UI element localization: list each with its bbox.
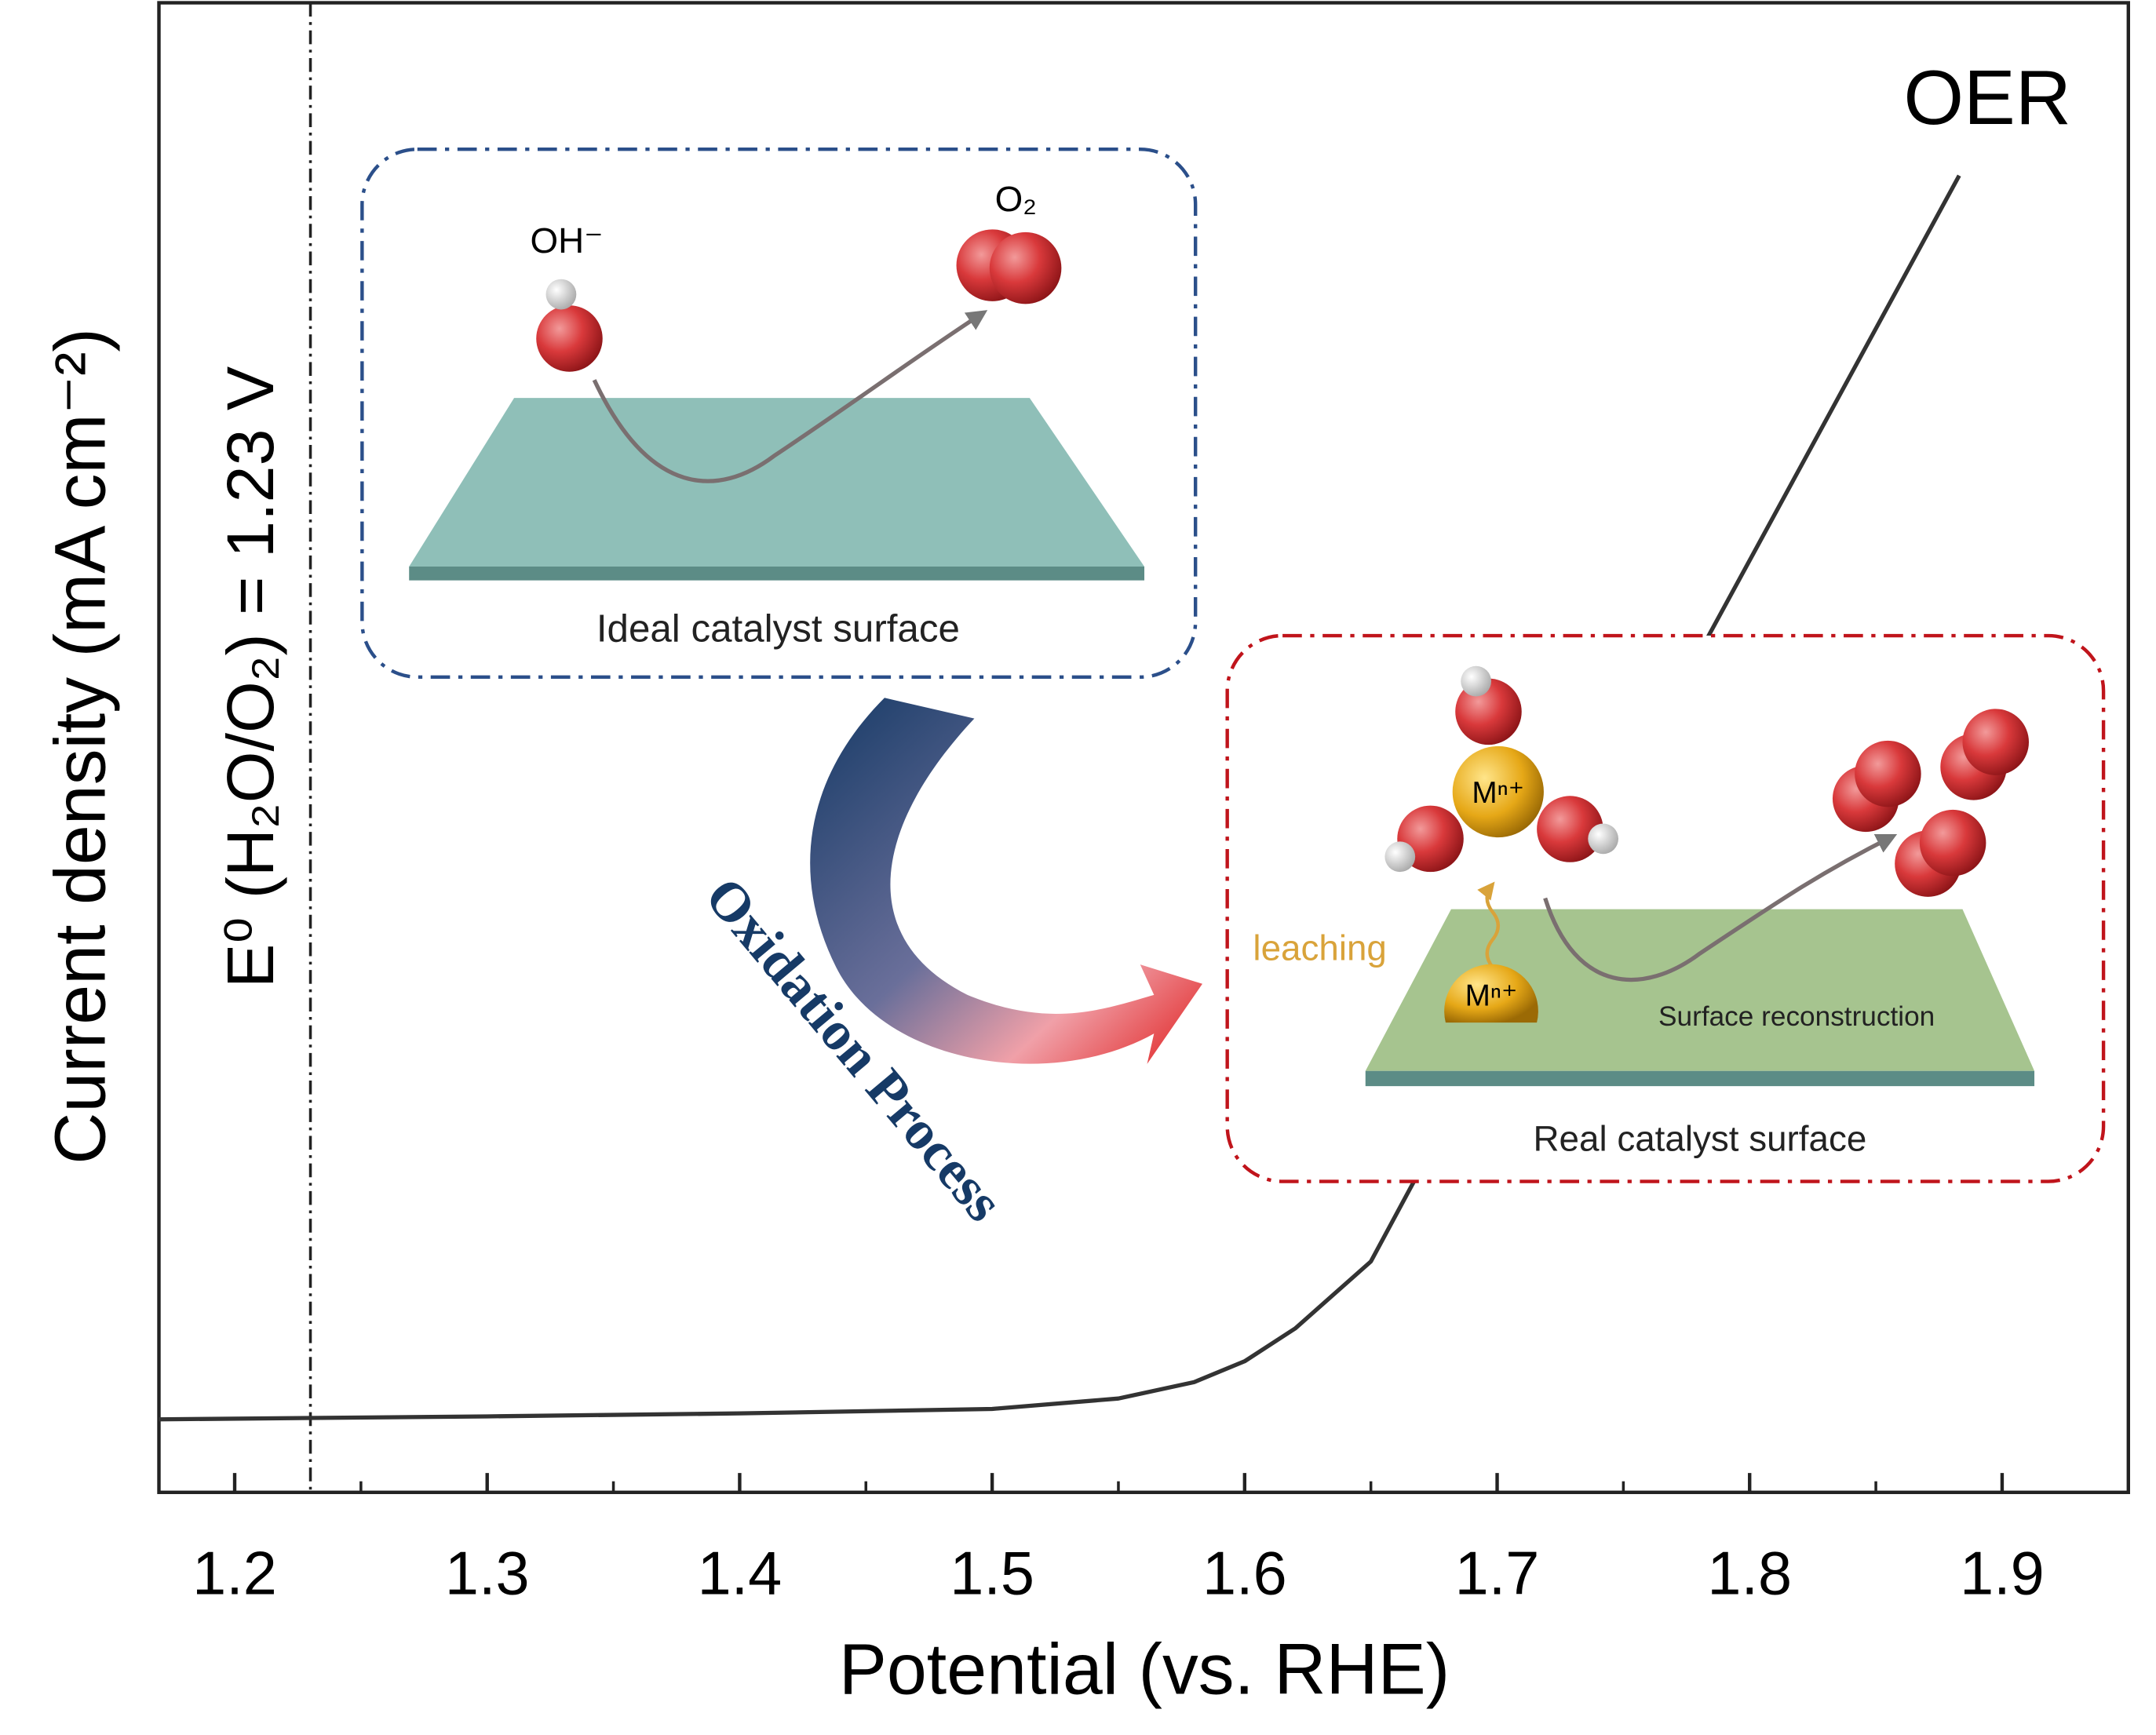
- leaching-label: leaching: [1253, 928, 1386, 968]
- x-tick-label: 1.3: [445, 1540, 530, 1607]
- x-axis-label: Potential (vs. RHE): [839, 1629, 1450, 1709]
- ideal-plate-edge: [409, 566, 1145, 581]
- oxygen-atom: [1855, 740, 1921, 807]
- curve-label: OER: [1903, 54, 2071, 140]
- hydrogen-atom: [1588, 823, 1619, 855]
- ion-label: Mⁿ⁺: [1472, 776, 1524, 810]
- real-box: [1225, 633, 2106, 1183]
- oxygen-atom: [536, 305, 603, 372]
- illustration: OER OH⁻ O₂ Ideal catalyst surface Real c…: [40, 54, 2106, 1709]
- reference-label: E⁰ (H₂O/O₂) = 1.23 V: [213, 366, 287, 988]
- hydrogen-atom: [1384, 841, 1416, 873]
- oxygen-atom: [1919, 809, 1986, 877]
- reconstruction-label: Surface reconstruction: [1658, 1001, 1935, 1032]
- x-tick-label: 1.9: [1960, 1540, 2045, 1607]
- metal-ion: [1444, 964, 1538, 1023]
- real-label: Real catalyst surface: [1534, 1119, 1867, 1159]
- ion-label: Mⁿ⁺: [1465, 979, 1518, 1013]
- x-tick-label: 1.6: [1202, 1540, 1287, 1607]
- metal-ion: [1452, 745, 1544, 838]
- oxygen-atom: [1537, 796, 1603, 862]
- ideal-plate: [409, 398, 1145, 567]
- oxygen-atom: [1962, 709, 2029, 775]
- y-axis-label: Current density (mA cm⁻²): [40, 328, 120, 1165]
- process-arrow: [810, 698, 1202, 1064]
- x-tick-label: 1.2: [192, 1540, 277, 1607]
- real-path: [1543, 833, 1898, 982]
- oxygen-atom: [989, 231, 1062, 304]
- real-plate: [1365, 909, 2035, 1071]
- hydrogen-atom: [1461, 665, 1492, 697]
- leaching-arrow: [1477, 881, 1501, 969]
- real-plate-edge: [1365, 1070, 2035, 1087]
- x-tick-label: 1.8: [1707, 1540, 1792, 1607]
- x-tick-label: 1.4: [698, 1540, 783, 1607]
- ideal-label: Ideal catalyst surface: [596, 607, 960, 651]
- ideal-path: [592, 310, 988, 483]
- x-tick-label: 1.5: [950, 1540, 1034, 1607]
- product-label: O₂: [995, 179, 1037, 219]
- reactant-label: OH⁻: [531, 221, 604, 261]
- x-tick-label: 1.7: [1455, 1540, 1540, 1607]
- plot-frame: [157, 1, 2130, 1494]
- hydrogen-atom: [545, 279, 577, 310]
